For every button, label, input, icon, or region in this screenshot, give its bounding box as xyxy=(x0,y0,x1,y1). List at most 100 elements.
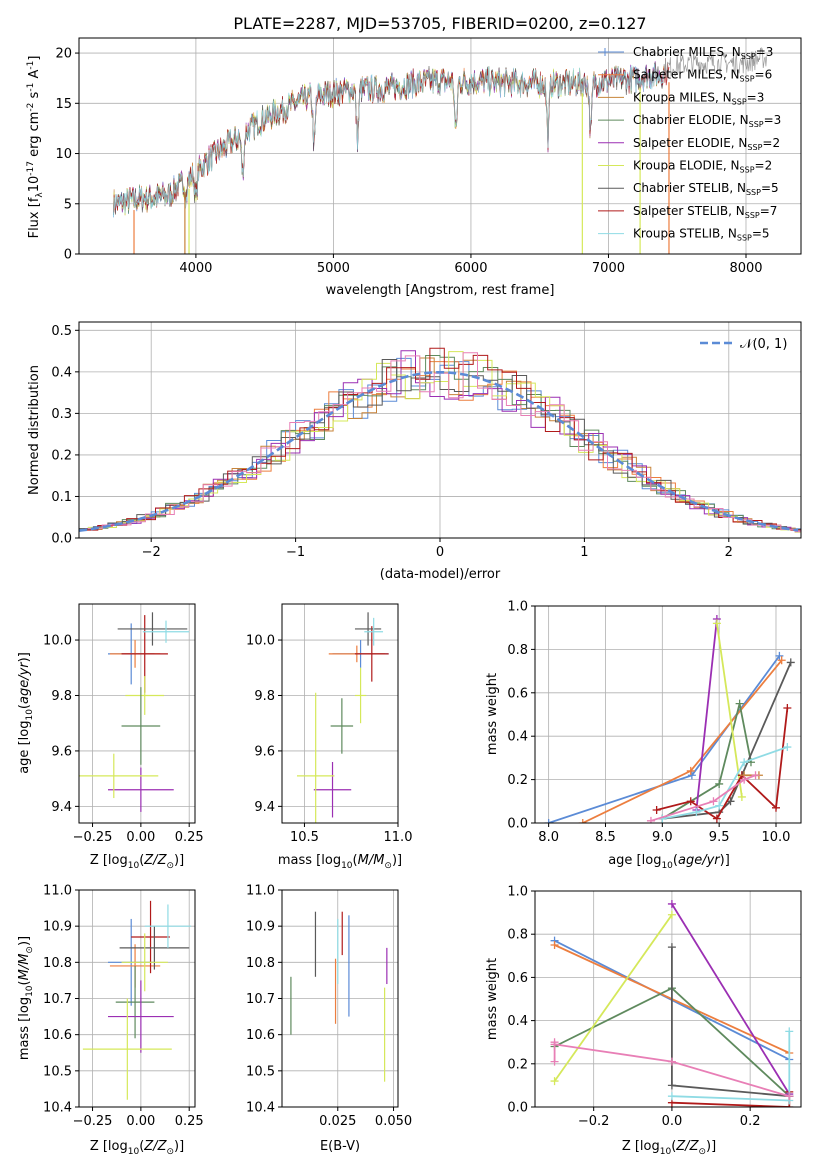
mass_vs_Z-ylabel: mass [log10(M/M⊙)] xyxy=(17,936,35,1060)
weight-marker xyxy=(686,797,695,806)
x-tick-label: −0.25 xyxy=(73,830,113,845)
y-tick-label: 0.0 xyxy=(51,532,72,547)
weight-marker xyxy=(786,658,795,667)
hist-step-line xyxy=(87,352,801,532)
mass_vs_Z-xlabel: Z [log10(Z/Z⊙)] xyxy=(90,1139,184,1157)
x-tick-label: 11.0 xyxy=(384,830,413,845)
axes-frame xyxy=(78,603,196,824)
weight-marker xyxy=(715,779,724,788)
weight_vs_Z-ylabel: mass weight xyxy=(485,958,500,1040)
x-tick-label: 0.2 xyxy=(740,1114,761,1129)
x-tick-label: 2 xyxy=(725,545,733,560)
weight-marker xyxy=(737,792,746,801)
axes-frame xyxy=(534,890,802,1108)
y-tick-label: 0 xyxy=(64,248,72,263)
figure-title: PLATE=2287, MJD=53705, FIBERID=0200, z=0… xyxy=(233,14,646,33)
weight-marker xyxy=(777,656,786,665)
weight-line xyxy=(650,774,756,822)
spectrum-model-line xyxy=(113,63,664,217)
age_vs_Z-axes: −0.25 0.00 0.25 9.4 9.6 9.8 10.0 Z [log10(Z/Z⊙)… xyxy=(17,603,204,871)
spectrum-legend: Chabrier MILES, NSSP=3 Salpeter MILES, NS… xyxy=(598,45,781,243)
y-tick-label: 9.4 xyxy=(254,800,275,815)
weight-marker xyxy=(646,816,655,823)
y-tick-label: 10.0 xyxy=(43,634,72,649)
hist-step-line xyxy=(79,359,801,530)
x-tick-label: 0.00 xyxy=(126,1114,155,1129)
weight-marker xyxy=(667,899,676,908)
y-tick-label: 10.8 xyxy=(246,956,275,971)
weight-line xyxy=(656,707,789,820)
legend-entry: Salpeter ELODIE, NSSP=2 xyxy=(633,136,780,152)
hist-axes: −2 −1 0 1 2 0.0 0.1 0.2 0.3 0.4 0.5 (data-model)/er… xyxy=(27,321,802,582)
weight-marker xyxy=(550,1057,559,1066)
mass_vs_ebv-plot xyxy=(290,911,388,1082)
y-tick-label: 9.8 xyxy=(254,689,275,704)
x-tick-label: 9.5 xyxy=(709,830,730,845)
y-tick-label: 10.8 xyxy=(43,956,72,971)
weight-marker xyxy=(740,775,749,784)
weight-marker xyxy=(783,743,792,752)
x-tick-label: 0.25 xyxy=(175,830,204,845)
legend-entry: Chabrier MILES, NSSP=3 xyxy=(633,45,773,61)
spectrum-xlabel: wavelength [Angstrom, rest frame] xyxy=(326,283,555,298)
weight-marker xyxy=(578,819,587,823)
x-tick-label: 9.0 xyxy=(652,830,673,845)
hist-xlabel: (data-model)/error xyxy=(380,567,501,582)
y-tick-label: 10.4 xyxy=(246,1101,275,1116)
mass_vs_Z-axes: −0.25 0.00 0.25 10.4 10.5 10.6 10.7 10.8 10.9 11.… xyxy=(17,884,204,1158)
weight-marker xyxy=(783,703,792,712)
x-tick-label: 7000 xyxy=(592,261,625,276)
age_vs_mass-plot xyxy=(296,612,389,823)
weight_vs_Z-xlabel: Z [log10(Z/Z⊙)] xyxy=(622,1139,716,1157)
y-tick-label: 11.0 xyxy=(43,884,72,899)
y-tick-label: 0.2 xyxy=(507,773,528,788)
legend-entry: Kroupa MILES, NSSP=3 xyxy=(633,90,764,106)
age_vs_Z-xlabel: Z [log10(Z/Z⊙)] xyxy=(90,853,184,871)
y-tick-label: 0.4 xyxy=(51,365,72,380)
y-tick-label: 10.6 xyxy=(246,1028,275,1043)
weight-line xyxy=(716,623,743,798)
legend-entry: Salpeter MILES, NSSP=6 xyxy=(633,68,772,84)
weight-marker xyxy=(667,1057,676,1066)
x-tick-label: 6000 xyxy=(454,261,487,276)
legend-entry: Chabrier STELIB, NSSP=5 xyxy=(633,181,779,197)
y-tick-label: 20 xyxy=(55,47,72,62)
y-tick-label: 10.6 xyxy=(43,1028,72,1043)
weight-line xyxy=(582,659,783,823)
mass_vs_ebv-xlabel: E(B-V) xyxy=(320,1139,360,1154)
grid xyxy=(79,889,195,1108)
weight-marker xyxy=(667,1092,676,1101)
y-tick-label: 1.0 xyxy=(507,600,528,615)
y-tick-label: 10 xyxy=(55,147,72,162)
x-tick-label: 0.050 xyxy=(375,1114,412,1129)
y-tick-label: 9.4 xyxy=(51,800,72,815)
y-tick-label: 9.6 xyxy=(51,744,72,759)
y-tick-label: 0.2 xyxy=(507,1057,528,1072)
hist-step-line xyxy=(87,351,801,533)
weight-line xyxy=(671,903,791,1095)
x-tick-label: 0.25 xyxy=(175,1114,204,1129)
weight-marker xyxy=(667,943,676,952)
weight-line xyxy=(695,618,718,811)
weight-marker xyxy=(775,651,784,660)
y-tick-label: 0.8 xyxy=(507,928,528,943)
legend-entry: Chabrier ELODIE, NSSP=3 xyxy=(633,113,781,129)
weight-marker xyxy=(715,801,724,810)
y-tick-label: 10.4 xyxy=(43,1101,72,1116)
hist-legend-label: 𝒩(0, 1) xyxy=(740,337,787,352)
y-tick-label: 0.0 xyxy=(507,1101,528,1116)
x-tick-label: 8000 xyxy=(729,261,762,276)
x-tick-label: −0.2 xyxy=(578,1114,610,1129)
y-tick-label: 11.0 xyxy=(246,884,275,899)
weight_vs_age-ylabel: mass weight xyxy=(485,673,500,755)
weight-marker xyxy=(692,808,701,817)
y-tick-label: 10.9 xyxy=(246,920,275,935)
weight-marker xyxy=(652,805,661,814)
age_vs_Z-plot xyxy=(79,612,190,812)
age_vs_mass-axes: 10.5 11.0 9.4 9.6 9.8 10.0 mass [log10(M/M⊙)] xyxy=(246,603,413,871)
weight-marker xyxy=(735,699,744,708)
x-tick-label: 0.025 xyxy=(319,1114,356,1129)
x-tick-label: 4000 xyxy=(179,261,212,276)
y-tick-label: 1.0 xyxy=(507,885,528,900)
hist-plot xyxy=(79,347,801,533)
